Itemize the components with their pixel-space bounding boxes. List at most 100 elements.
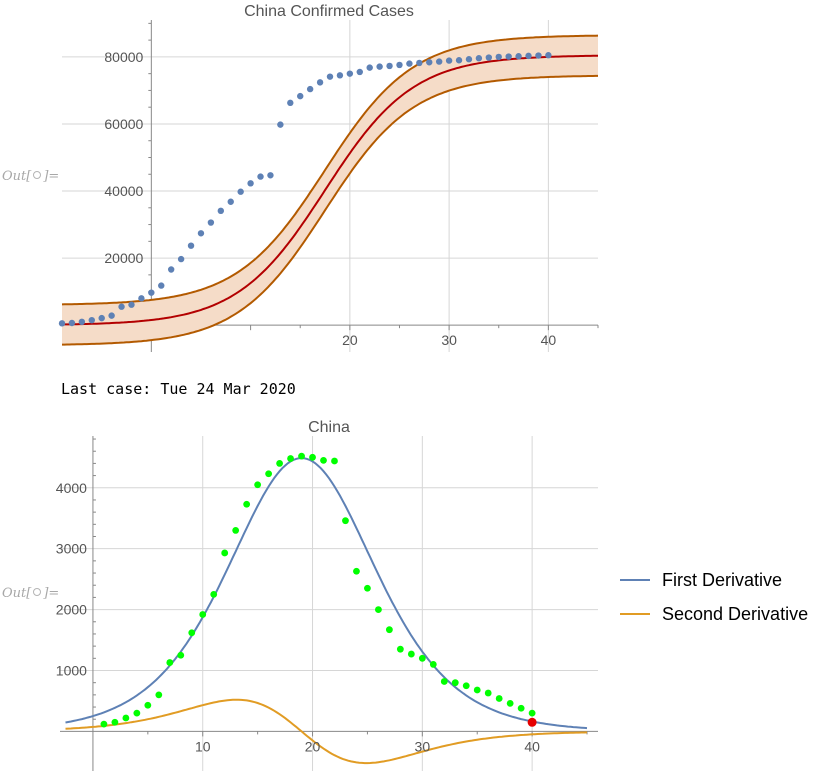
daily-case-point bbox=[484, 689, 492, 697]
data-point bbox=[406, 60, 413, 67]
daily-case-point bbox=[298, 452, 305, 460]
daily-case-point bbox=[287, 455, 294, 462]
daily-case-point bbox=[166, 659, 174, 666]
x-tick-label: 20 bbox=[342, 332, 358, 348]
y-tick-label: 1000 bbox=[56, 663, 87, 679]
data-point bbox=[227, 198, 234, 205]
chart-legend: First Derivative Second Derivative bbox=[620, 563, 808, 631]
data-point bbox=[207, 219, 215, 226]
daily-case-point bbox=[506, 699, 514, 707]
data-point bbox=[505, 53, 512, 60]
daily-case-point bbox=[243, 500, 251, 508]
data-point bbox=[187, 242, 195, 249]
daily-case-point bbox=[495, 695, 503, 702]
y-tick-label: 40000 bbox=[104, 183, 143, 199]
daily-case-point bbox=[155, 691, 163, 699]
daily-case-point bbox=[385, 626, 393, 634]
daily-case-point bbox=[528, 709, 536, 717]
data-point bbox=[167, 266, 175, 273]
confirmed-cases-chart: 20 30 40 20000 40000 60000 80000 China Confirme… bbox=[58, 3, 599, 352]
daily-case-point bbox=[353, 567, 360, 575]
daily-case-point bbox=[451, 679, 459, 687]
y-tick-label: 4000 bbox=[56, 480, 87, 496]
data-point bbox=[545, 52, 552, 59]
daily-case-point bbox=[144, 701, 152, 709]
data-point bbox=[197, 230, 205, 237]
data-point bbox=[316, 79, 324, 86]
daily-case-point bbox=[473, 686, 481, 694]
data-point bbox=[366, 64, 373, 71]
data-point bbox=[535, 52, 542, 59]
data-point bbox=[128, 301, 135, 308]
data-point bbox=[515, 53, 522, 60]
data-point bbox=[445, 57, 453, 64]
daily-case-point bbox=[177, 651, 185, 659]
daily-case-point bbox=[342, 517, 349, 525]
data-point bbox=[396, 61, 403, 69]
data-point bbox=[58, 320, 66, 327]
legend-item-second-derivative: Second Derivative bbox=[620, 597, 808, 631]
band-upper-line bbox=[61, 34, 599, 306]
x-tick-label: 10 bbox=[195, 738, 211, 754]
daily-case-point bbox=[375, 606, 382, 613]
data-point bbox=[108, 312, 115, 319]
data-point bbox=[277, 121, 284, 128]
data-point bbox=[158, 282, 165, 289]
daily-case-point bbox=[100, 720, 108, 728]
first-derivative-line bbox=[65, 457, 588, 730]
data-point bbox=[257, 173, 264, 180]
data-point bbox=[525, 52, 532, 60]
data-point bbox=[426, 59, 433, 66]
second-derivative-line bbox=[65, 698, 588, 765]
data-point bbox=[297, 92, 304, 100]
latest-point-marker bbox=[527, 717, 537, 727]
legend-label-second: Second Derivative bbox=[662, 603, 809, 624]
out-label-1: Out[]= bbox=[2, 169, 60, 184]
band-lower-line bbox=[62, 74, 598, 346]
data-point bbox=[138, 295, 145, 302]
daily-case-point bbox=[364, 584, 371, 592]
data-point bbox=[237, 188, 244, 195]
data-point bbox=[78, 318, 86, 326]
daily-case-point bbox=[210, 590, 218, 598]
daily-case-point bbox=[133, 709, 141, 717]
data-point bbox=[475, 55, 483, 62]
data-point bbox=[287, 99, 294, 107]
daily-case-point bbox=[254, 481, 262, 489]
data-point bbox=[336, 72, 344, 79]
y-tick-label: 20000 bbox=[104, 250, 143, 266]
data-point bbox=[485, 54, 493, 61]
chart-title: China Confirmed Cases bbox=[244, 3, 414, 20]
data-point bbox=[247, 180, 254, 187]
data-point bbox=[435, 58, 443, 65]
data-point bbox=[88, 316, 95, 324]
legend-item-first-derivative: First Derivative bbox=[620, 563, 808, 597]
data-point bbox=[98, 314, 105, 322]
daily-case-point bbox=[396, 645, 404, 653]
legend-swatch-first bbox=[620, 579, 650, 581]
x-tick-label: 40 bbox=[541, 332, 557, 348]
daily-case-point bbox=[517, 704, 525, 712]
daily-case-point bbox=[188, 629, 196, 637]
data-point bbox=[465, 56, 473, 63]
daily-case-point bbox=[331, 457, 338, 465]
data-point bbox=[118, 303, 125, 310]
daily-case-point bbox=[418, 654, 426, 662]
data-point bbox=[326, 73, 334, 80]
daily-case-point bbox=[407, 650, 415, 658]
y-tick-label: 2000 bbox=[56, 602, 87, 618]
x-tick-label: 30 bbox=[441, 332, 457, 348]
y-tick-label: 3000 bbox=[56, 541, 87, 557]
confidence-band bbox=[62, 35, 598, 345]
data-point bbox=[68, 319, 76, 327]
y-tick-label: 80000 bbox=[104, 49, 143, 65]
y-tick-label: 60000 bbox=[104, 116, 143, 132]
x-tick-label: 20 bbox=[305, 738, 321, 754]
daily-case-point bbox=[111, 718, 119, 726]
data-point bbox=[416, 59, 423, 67]
daily-case-point bbox=[276, 460, 283, 467]
daily-case-point bbox=[462, 682, 470, 690]
data-point bbox=[148, 289, 155, 296]
chart-title: China bbox=[308, 419, 350, 436]
data-point bbox=[356, 68, 363, 76]
